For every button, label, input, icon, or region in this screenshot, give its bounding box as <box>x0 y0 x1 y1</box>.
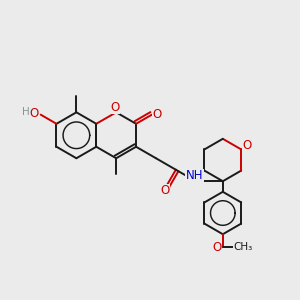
Text: NH: NH <box>185 169 203 182</box>
Text: O: O <box>242 140 252 152</box>
Text: CH₃: CH₃ <box>234 242 253 253</box>
Text: O: O <box>160 184 170 197</box>
Text: H: H <box>22 107 29 117</box>
Text: O: O <box>212 241 222 254</box>
Text: O: O <box>110 100 119 113</box>
Text: O: O <box>30 107 39 120</box>
Text: O: O <box>152 108 162 121</box>
